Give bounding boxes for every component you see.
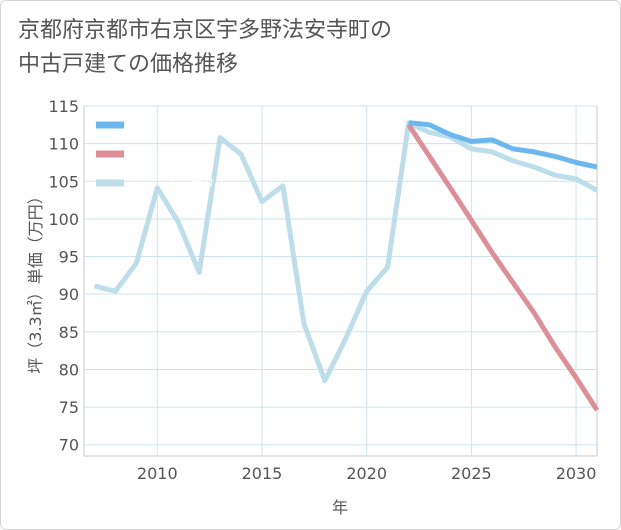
y-tick-label: 80: [59, 360, 79, 379]
y-tick-label: 75: [59, 398, 79, 417]
y-tick-label: 90: [59, 285, 79, 304]
y-tick-label: 85: [59, 323, 79, 342]
y-tick-label: 100: [48, 210, 79, 229]
legend-label-1: グッドシナリオ: [131, 119, 215, 133]
chart-title-line-2: 中古戸建ての価格推移: [18, 52, 239, 77]
series-line-1: [408, 120, 598, 170]
x-axis-title: 年: [332, 498, 348, 517]
x-tick-label: 2020: [346, 464, 387, 483]
y-axis-title: 坪（3.3㎡）単価（万円）: [26, 188, 45, 373]
series-line-3: [93, 120, 599, 384]
legend-label-3: ノーマルシナリオ: [131, 177, 227, 191]
y-tick-label: 110: [48, 135, 79, 154]
y-tick-label: 70: [59, 436, 79, 455]
y-tick-label: 115: [48, 97, 79, 116]
x-tick-label: 2025: [451, 464, 492, 483]
chart-title-line-1: 京都府京都市右京区宇多野法安寺町の: [18, 18, 393, 43]
y-tick-label: 95: [59, 248, 79, 267]
x-tick-label: 2015: [242, 464, 283, 483]
data-series: [93, 120, 600, 412]
legend-label-2: バッドシナリオ: [131, 148, 215, 162]
series-line-2: [406, 123, 600, 412]
axis-ticks: 70 75 80 85 90 95 100 105 110 115 2010 2015 2020 2025…: [48, 97, 596, 483]
chart-title: 京都府京都市右京区宇多野法安寺町の 中古戸建ての価格推移: [18, 14, 578, 82]
x-tick-label: 2030: [556, 464, 597, 483]
y-tick-label: 105: [48, 172, 79, 191]
x-tick-label: 2010: [137, 464, 178, 483]
